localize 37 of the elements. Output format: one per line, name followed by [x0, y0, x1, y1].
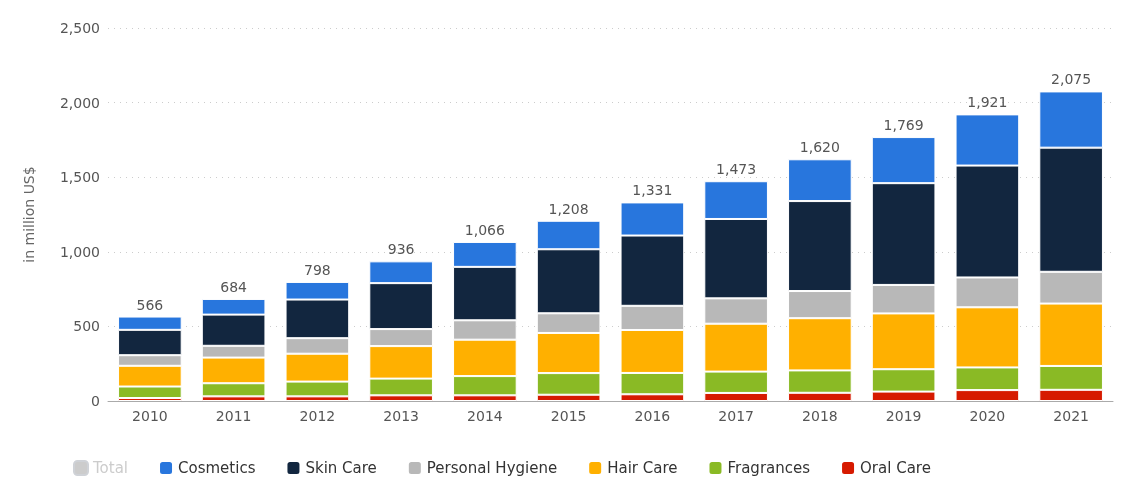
total-label: 684 [220, 278, 248, 295]
x-tick-label: 2017 [718, 408, 754, 424]
x-tick-label: 2016 [634, 408, 671, 424]
y-axis-title: in million US$ [21, 166, 37, 263]
legend-label: Fragrances [727, 459, 811, 477]
total-label: 1,066 [464, 221, 505, 238]
legend-label: Personal Hygiene [426, 459, 558, 477]
x-tick-label: 2012 [299, 408, 336, 424]
y-tick-label: 0 [91, 393, 100, 409]
x-tick-label: 2014 [467, 408, 503, 424]
legend-label: Skin Care [305, 459, 377, 477]
y-tick-label: 1,500 [59, 169, 100, 186]
total-label: 1,620 [799, 139, 840, 156]
total-label: 1,473 [716, 161, 757, 178]
x-tick-label: 2019 [885, 408, 922, 424]
total-label: 936 [387, 241, 415, 258]
total-label: 798 [304, 261, 331, 278]
legend-label: Hair Care [607, 459, 678, 477]
total-label: 1,921 [967, 94, 1008, 111]
legend-label: Cosmetics [178, 459, 256, 477]
x-tick-label: 2018 [802, 408, 838, 424]
x-tick-label: 2021 [1053, 408, 1089, 424]
x-tick-label: 2011 [215, 408, 252, 424]
legend-label: Oral Care [860, 459, 931, 477]
y-tick-label: 500 [73, 318, 100, 335]
y-tick-label: 2,000 [59, 94, 100, 111]
total-label: 566 [136, 296, 164, 313]
x-tick-label: 2013 [383, 408, 419, 424]
total-label: 2,075 [1051, 71, 1092, 88]
x-tick-label: 2020 [969, 408, 1006, 424]
total-label: 1,331 [632, 182, 673, 199]
x-tick-label: 2015 [550, 408, 587, 424]
y-tick-label: 2,500 [59, 20, 100, 36]
x-tick-label: 2010 [132, 408, 168, 424]
total-label: 1,208 [548, 200, 589, 217]
total-label: 1,769 [883, 117, 924, 134]
y-tick-label: 1,000 [59, 243, 100, 260]
